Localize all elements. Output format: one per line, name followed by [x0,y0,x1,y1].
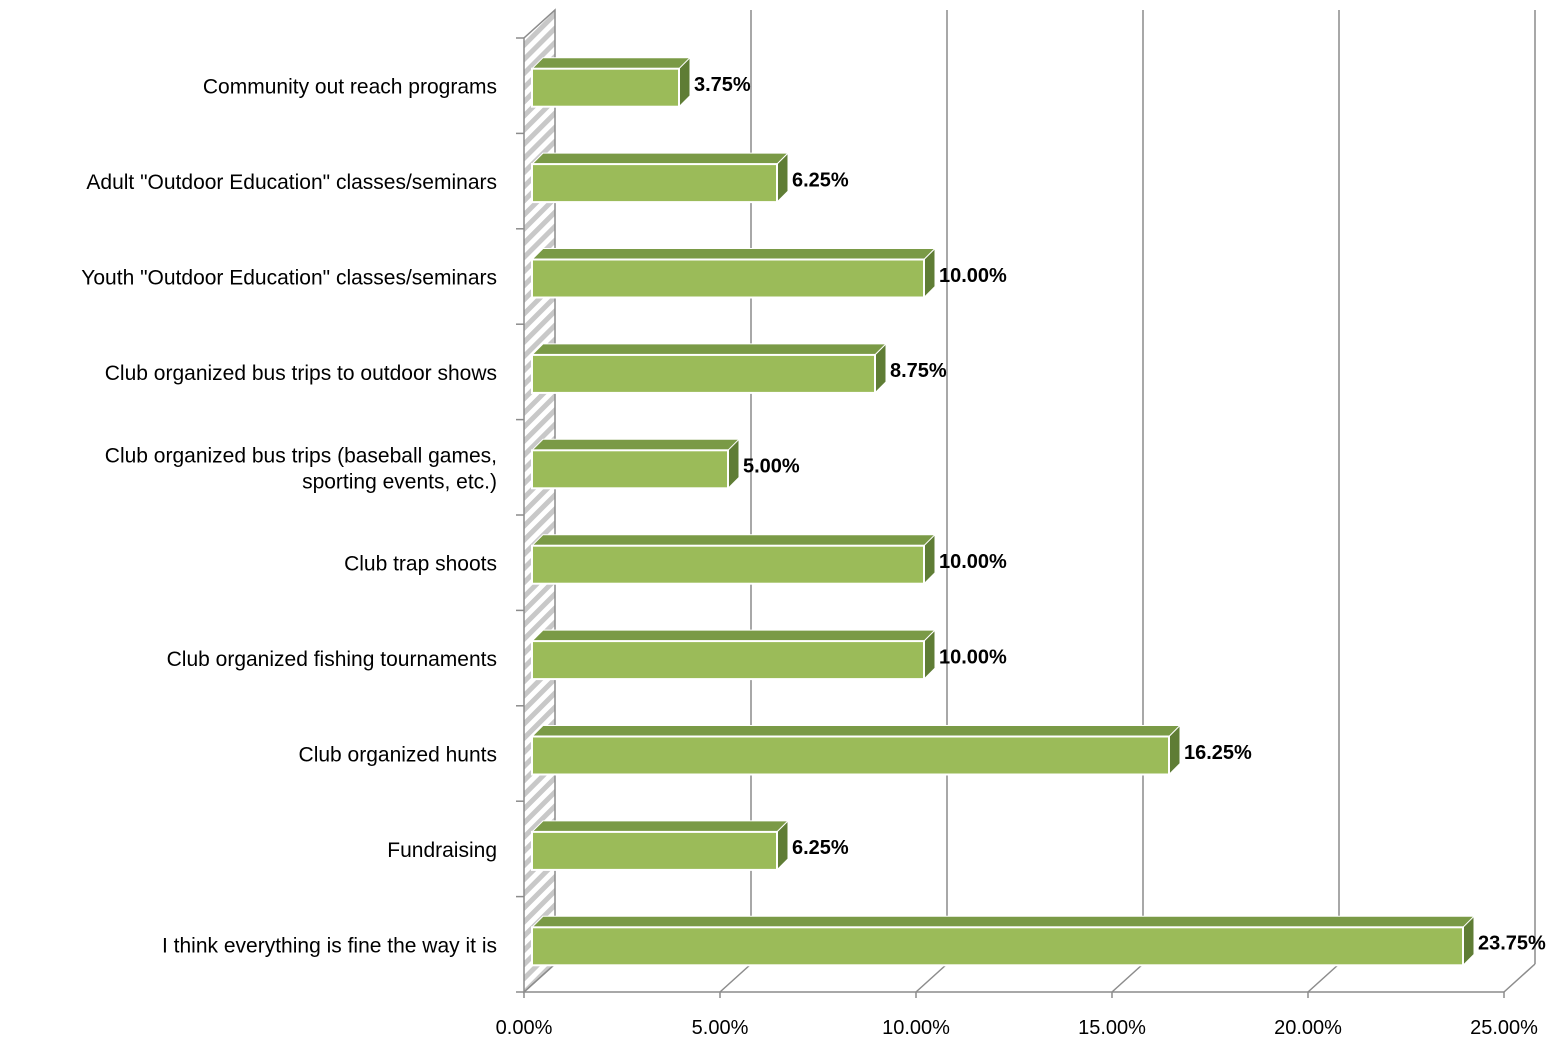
bar [530,247,937,299]
x-tick-label: 10.00% [882,1017,950,1039]
floor-gridline [1503,963,1536,993]
bar [530,533,937,585]
category-label: Club organized bus trips to outdoor show… [105,361,497,384]
floor-gridline [719,963,752,993]
category-label: Club organized bus trips (baseball games… [105,444,497,493]
bar-front-face [531,735,1170,776]
bar-front-face [531,926,1464,967]
bar [530,915,1476,967]
bar-top-face [530,629,937,642]
bar-top-face [530,820,790,833]
bar [530,438,741,490]
floor-gridline [523,963,556,993]
bar-front-face [531,640,925,681]
x-tick-label: 5.00% [692,1017,749,1039]
data-label: 10.00% [939,551,1007,573]
category-label: Youth "Outdoor Education" classes/semina… [81,266,497,289]
data-labels: 3.75% 6.25% 10.00% 8.75% 5.00% 10.00% 10.00% 16… [694,74,1546,955]
bar [530,628,937,681]
bar-top-face [530,725,1182,737]
category-label: Community out reach programs [203,75,497,98]
category-label: Club organized hunts [299,743,497,766]
data-label: 6.25% [792,837,849,859]
x-tick-label: 0.00% [496,1017,553,1039]
category-label: I think everything is fine the way it is [162,934,497,957]
bar [530,342,888,395]
data-label: 6.25% [792,169,849,191]
category-label: Club trap shoots [344,552,497,575]
bar [530,819,790,872]
bar-top-face [530,248,937,260]
bar-top-face [530,438,741,451]
bar-front-face [531,830,778,871]
bars [530,56,1476,967]
bar-top-face [530,152,790,165]
data-label: 10.00% [939,646,1007,668]
bar-top-face [530,343,888,356]
gridlines [523,10,1536,993]
x-tick-labels: 0.00% 5.00% 10.00% 15.00% 20.00% 25.00% [496,1017,1538,1039]
bar-top-face [530,915,1476,928]
x-tick-label: 25.00% [1470,1017,1538,1039]
bar [530,151,790,204]
axes [516,37,1505,998]
bar [530,724,1182,776]
x-tick-label: 15.00% [1078,1017,1146,1039]
category-labels: Community out reach programs Adult "Outdo… [81,75,497,957]
data-label: 3.75% [694,74,751,96]
category-label: Adult "Outdoor Education" classes/semina… [86,171,497,194]
bar-front-face [531,67,680,108]
data-label: 10.00% [939,265,1007,287]
floor-gridline [915,963,948,993]
bar-front-face [531,544,925,585]
data-label: 16.25% [1184,742,1252,764]
floor-gridline [1307,963,1340,993]
data-label: 23.75% [1478,933,1546,955]
bar-front-face [531,449,729,490]
bar-front-face [531,353,876,394]
bar [530,56,692,108]
bar-front-face [531,163,778,204]
bar-top-face [530,534,937,547]
category-label: Club organized fishing tournaments [167,648,497,671]
floor-gridline [1111,963,1144,993]
category-label: Fundraising [387,838,497,861]
data-label: 5.00% [743,456,800,478]
bar-front-face [531,258,925,299]
bar-top-face [530,57,692,70]
data-label: 8.75% [890,360,947,382]
x-tick-label: 20.00% [1274,1017,1342,1039]
